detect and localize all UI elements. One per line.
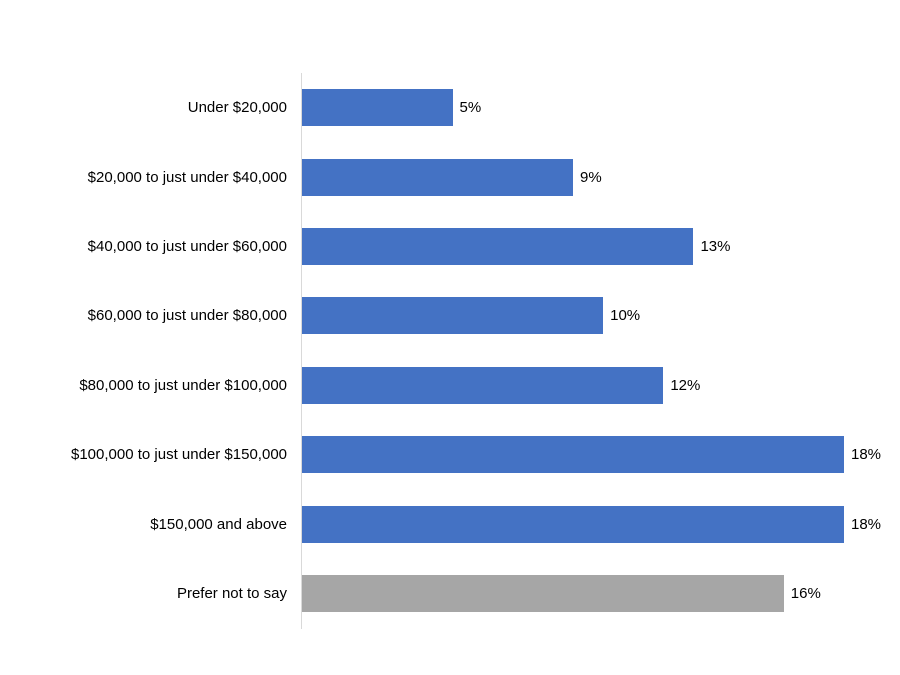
category-label: $20,000 to just under $40,000 (87, 168, 287, 186)
category-label: $40,000 to just under $60,000 (87, 237, 287, 255)
category-label: $100,000 to just under $150,000 (70, 446, 287, 464)
bar (302, 366, 664, 404)
bar-row: Prefer not to say 16% (0, 559, 900, 628)
bar (302, 158, 573, 196)
category-label: $150,000 and above (150, 515, 287, 533)
y-axis-line (301, 73, 302, 629)
value-label: 5% (459, 99, 482, 117)
bar (302, 89, 453, 127)
bar-area: 12% (302, 351, 900, 420)
bar (302, 436, 844, 474)
bar-chart: Under $20,000 5% $20,000 to just under $… (0, 73, 900, 628)
bar-area: 18% (302, 420, 900, 489)
bar-row: $20,000 to just under $40,000 9% (0, 142, 900, 211)
bar-row: $100,000 to just under $150,000 18% (0, 420, 900, 489)
bar-area: 5% (302, 73, 900, 142)
bar-row: $150,000 and above 18% (0, 489, 900, 558)
bar-row: Under $20,000 5% (0, 73, 900, 142)
bar-area: 16% (302, 559, 900, 628)
bar (302, 574, 784, 612)
bar (302, 297, 604, 335)
category-label: $80,000 to just under $100,000 (79, 376, 287, 394)
bar-row: $40,000 to just under $60,000 13% (0, 212, 900, 281)
category-label: Under $20,000 (187, 99, 287, 117)
bar-area: 13% (302, 212, 900, 281)
value-label: 16% (790, 584, 821, 602)
value-label: 18% (851, 446, 882, 464)
value-label: 18% (851, 515, 882, 533)
bar-row: $60,000 to just under $80,000 10% (0, 281, 900, 350)
value-label: 9% (580, 168, 602, 186)
bar-area: 10% (302, 281, 900, 350)
bar (302, 227, 694, 265)
bar-area: 18% (302, 489, 900, 558)
value-label: 10% (610, 307, 641, 325)
bar (302, 505, 844, 543)
value-label: 13% (700, 237, 731, 255)
bar-area: 9% (302, 142, 900, 211)
bar-row: $80,000 to just under $100,000 12% (0, 351, 900, 420)
category-label: Prefer not to say (176, 584, 287, 602)
category-label: $60,000 to just under $80,000 (87, 307, 287, 325)
value-label: 12% (670, 376, 701, 394)
